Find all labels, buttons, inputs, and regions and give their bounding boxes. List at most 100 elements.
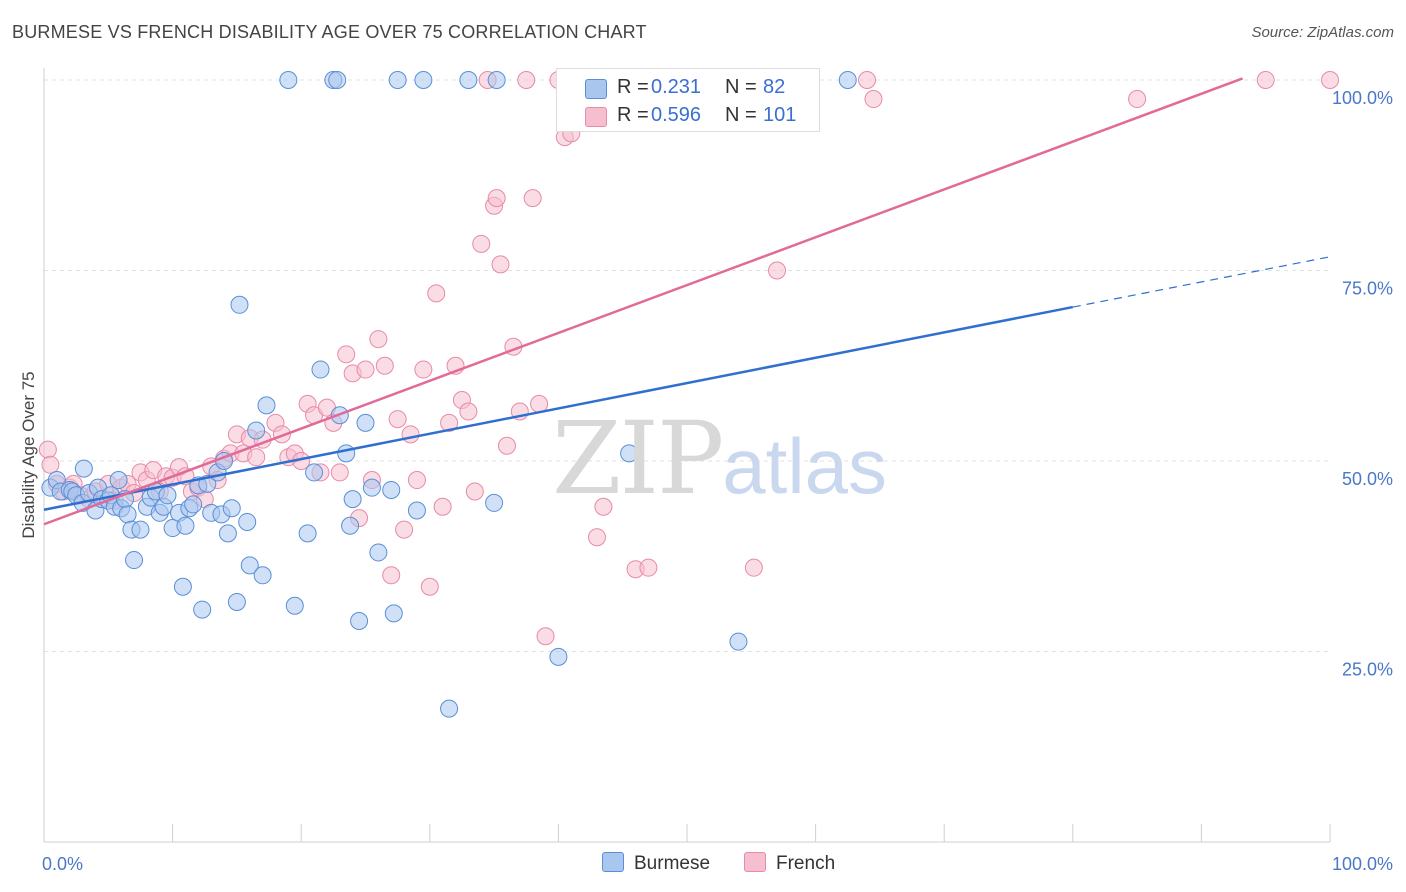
french-points — [38, 71, 1339, 646]
burmese-points — [41, 71, 857, 718]
french-point — [491, 255, 510, 274]
burmese-r-value: 0.231 — [651, 76, 702, 98]
burmese-point — [298, 524, 317, 543]
y-tick-label-75: 75.0% — [1342, 279, 1393, 299]
french-point — [594, 497, 613, 516]
french-point — [388, 410, 407, 429]
burmese-point — [362, 478, 381, 497]
french-legend-swatch — [744, 852, 766, 872]
french-point — [459, 402, 478, 421]
burmese-point — [485, 493, 504, 512]
x-tick-label-max: 100.0% — [1332, 854, 1393, 874]
chart-title: BURMESE VS FRENCH DISABILITY AGE OVER 75… — [12, 22, 647, 42]
burmese-point — [337, 444, 356, 463]
french-point — [382, 566, 401, 585]
burmese-point — [341, 516, 360, 535]
source-label: Source: ZipAtlas.com — [1251, 24, 1394, 41]
burmese-point — [407, 501, 426, 520]
burmese-point — [305, 463, 324, 482]
y-tick-label-25: 25.0% — [1342, 660, 1393, 680]
burmese-point — [173, 577, 192, 596]
burmese-point — [125, 551, 144, 570]
burmese-point — [109, 471, 128, 490]
burmese-point — [356, 413, 375, 432]
burmese-point — [549, 647, 568, 666]
burmese-point — [227, 592, 246, 611]
watermark-zip: ZIP — [552, 400, 724, 517]
burmese-point — [193, 600, 212, 619]
n-label: N = — [725, 104, 757, 126]
x-tick-label-min: 0.0% — [42, 854, 83, 874]
burmese-n-value: 82 — [763, 76, 786, 98]
r-label: R = — [617, 104, 649, 126]
burmese-point — [118, 505, 137, 524]
french-point — [487, 189, 506, 208]
burmese-point — [218, 524, 237, 543]
burmese-point — [838, 71, 857, 89]
french-legend-label: French — [776, 853, 836, 874]
burmese-point — [384, 604, 403, 623]
french-point — [517, 71, 536, 89]
legend-row-burmese: R = 0.231 N = 82 — [557, 73, 819, 103]
burmese-point — [247, 421, 266, 440]
french-point — [639, 558, 658, 577]
burmese-point — [388, 71, 407, 89]
gridlines — [44, 79, 1330, 652]
burmese-trend-line — [43, 305, 1074, 511]
y-tick-labels: 25.0% 50.0% 75.0% 100.0% — [1332, 88, 1393, 680]
french-point — [536, 627, 555, 646]
burmese-trend-extension — [1072, 256, 1331, 308]
burmese-point — [350, 612, 369, 631]
french-point — [433, 497, 452, 516]
french-point — [38, 440, 57, 459]
burmese-swatch — [585, 79, 607, 99]
burmese-point — [487, 71, 506, 89]
burmese-point — [369, 543, 388, 562]
burmese-legend-label: Burmese — [634, 853, 711, 874]
y-axis-title: Disability Age Over 75 — [19, 371, 38, 538]
y-tick-label-100: 100.0% — [1332, 88, 1393, 108]
french-trend-line — [43, 77, 1243, 526]
burmese-point — [440, 699, 459, 718]
french-point — [427, 284, 446, 303]
french-point — [440, 413, 459, 432]
burmese-point — [414, 71, 433, 89]
burmese-point — [729, 632, 748, 651]
burmese-point — [311, 360, 330, 379]
french-point — [864, 90, 883, 109]
french-point — [337, 345, 356, 364]
burmese-point — [238, 512, 257, 531]
burmese-point — [257, 396, 276, 415]
burmese-point — [382, 480, 401, 499]
watermark-atlas: atlas — [722, 422, 888, 510]
stats-legend: R = 0.231 N = 82 R = 0.596 N = 101 — [556, 68, 820, 132]
french-point — [414, 360, 433, 379]
french-point — [401, 425, 420, 444]
burmese-point — [279, 71, 298, 89]
french-r-value: 0.596 — [651, 104, 702, 126]
french-point — [330, 463, 349, 482]
burmese-point — [343, 490, 362, 509]
watermark: ZIPatlas — [552, 400, 887, 517]
legend-item-burmese[interactable]: Burmese — [602, 852, 710, 875]
trend-lines — [43, 77, 1331, 526]
french-point — [768, 261, 787, 280]
n-label: N = — [725, 76, 757, 98]
burmese-point — [253, 566, 272, 585]
burmese-point — [620, 444, 639, 463]
french-point — [587, 528, 606, 547]
burmese-point — [222, 499, 241, 518]
french-point — [41, 455, 60, 474]
french-point — [523, 189, 542, 208]
french-n-value: 101 — [763, 104, 797, 126]
legend-item-french[interactable]: French — [744, 852, 835, 875]
french-point — [395, 520, 414, 539]
burmese-legend-swatch — [602, 852, 624, 872]
french-point — [369, 330, 388, 349]
french-point — [420, 577, 439, 596]
burmese-point — [158, 486, 177, 505]
french-point — [472, 234, 491, 253]
french-point — [858, 71, 877, 89]
french-swatch — [585, 107, 607, 127]
